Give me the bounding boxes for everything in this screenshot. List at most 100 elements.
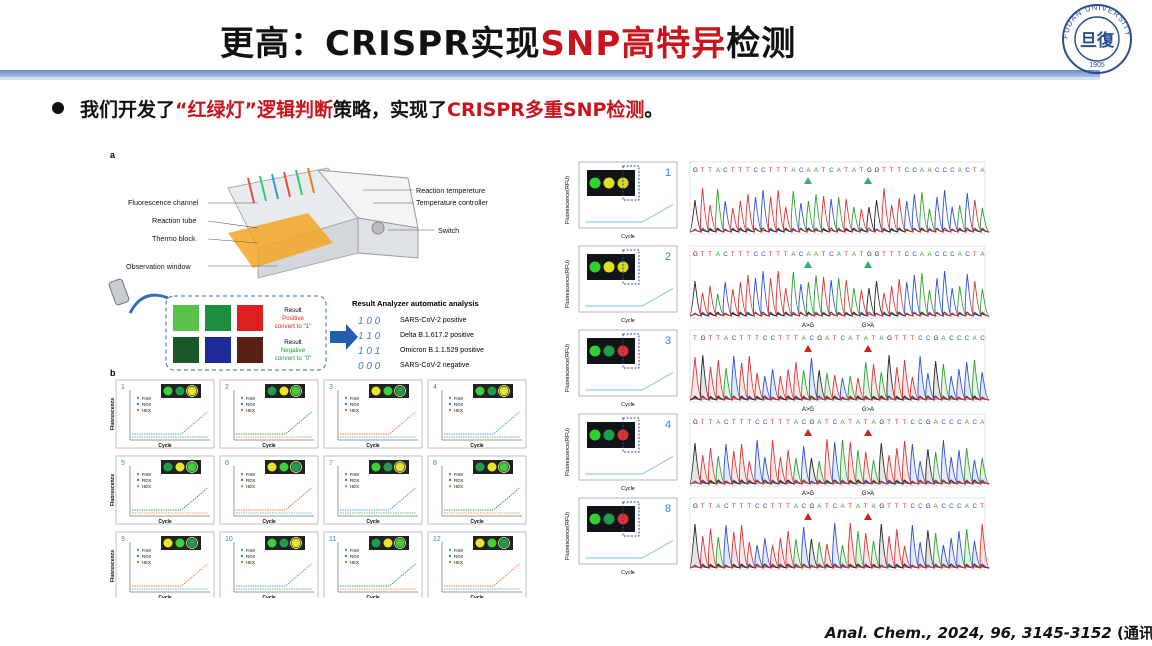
amp-xlabel: Cycle (470, 519, 484, 525)
base-letter: C (802, 419, 807, 426)
base-letter: A (934, 503, 939, 510)
base-letter: A (941, 335, 946, 342)
base-letter: T (844, 251, 848, 258)
base-letter: A (817, 503, 822, 510)
base-letter: A (872, 503, 877, 510)
rfu-xlabel: Cycle (621, 570, 635, 576)
base-letter: C (950, 167, 955, 174)
amp-panel-number: 10 (225, 536, 233, 543)
base-letter: T (897, 251, 901, 258)
base-letter: C (949, 335, 954, 342)
legend-item: ROX (350, 478, 359, 483)
base-letter: T (903, 503, 907, 510)
snp-marker-icon (804, 513, 812, 520)
base-letter: G (875, 167, 880, 174)
base-letter: A (856, 419, 861, 426)
base-letter: T (910, 335, 914, 342)
base-letter: C (763, 419, 768, 426)
legend-item: HEX (350, 408, 359, 413)
logo-year: 1905 (1089, 62, 1105, 69)
base-letter: G (879, 419, 884, 426)
base-letter: A (980, 167, 985, 174)
amp-panel-number: 12 (433, 536, 441, 543)
label-observation-window: Observation window (126, 262, 192, 271)
base-letter: C (918, 503, 923, 510)
base-letter: C (771, 335, 776, 342)
base-letter: T (903, 335, 907, 342)
base-letter: T (856, 335, 860, 342)
base-letter: A (965, 503, 970, 510)
row-number: 8 (665, 503, 671, 515)
base-letter: C (980, 335, 985, 342)
rfu-ylabel: Fluorescence(RFU) (565, 512, 571, 560)
legend-item: ROX (142, 554, 151, 559)
legend-item: ROX (454, 554, 463, 559)
base-letter: A (814, 251, 819, 258)
base-letter: C (972, 419, 977, 426)
snp-marker-icon (864, 177, 872, 184)
base-letter: C (957, 335, 962, 342)
base-letter: A (856, 503, 861, 510)
mutation-label: G>A (862, 491, 874, 497)
negative-word: Negative (281, 347, 306, 354)
base-letter: T (746, 251, 750, 258)
base-letter: T (693, 335, 697, 342)
base-letter: T (708, 251, 712, 258)
legend-item: FAM (246, 548, 255, 553)
base-letter: G (693, 167, 698, 174)
rfu-xlabel: Cycle (621, 486, 635, 492)
rfu-xlabel: Cycle (621, 402, 635, 408)
base-letter: T (833, 335, 837, 342)
base-letter: A (841, 503, 846, 510)
base-letter: A (794, 419, 799, 426)
base-letter: T (903, 419, 907, 426)
base-letter: T (784, 251, 788, 258)
base-letter: T (859, 251, 863, 258)
legend-item: HEX (350, 560, 359, 565)
base-letter: A (972, 335, 977, 342)
base-letter: A (920, 251, 925, 258)
chromatogram (689, 161, 986, 235)
base-letter: C (912, 251, 917, 258)
row-number: 3 (665, 335, 671, 347)
amp-panel-number: 6 (225, 460, 229, 467)
base-letter: T (709, 419, 713, 426)
base-letter: G (809, 419, 814, 426)
base-letter: C (943, 251, 948, 258)
trace-C (689, 189, 990, 233)
base-letter: T (732, 503, 736, 510)
base-letter: C (957, 503, 962, 510)
base-letter: C (926, 335, 931, 342)
legend-item: HEX (246, 560, 255, 565)
base-letter: C (799, 167, 804, 174)
base-letter: C (912, 167, 917, 174)
label-thermo-block: Thermo block (152, 234, 196, 243)
base-letter: C (732, 335, 737, 342)
rfu-ylabel: Fluorescence(RFU) (565, 260, 571, 308)
capture-arrow (128, 293, 169, 314)
snp-marker-icon (804, 177, 812, 184)
base-letter: A (872, 419, 877, 426)
base-letter: A (980, 419, 985, 426)
legend-item: FAM (454, 396, 463, 401)
base-letter: T (738, 167, 742, 174)
base-letter: T (701, 251, 705, 258)
amp-xlabel: Cycle (158, 595, 172, 598)
base-letter: T (825, 419, 829, 426)
code-label-2: Delta B.1.617.2 positive (400, 332, 474, 339)
base-letter: C (965, 251, 970, 258)
code-2: 1 1 0 (358, 331, 381, 342)
amp-ylabel: Fluorescence (110, 398, 116, 430)
base-letter: T (882, 251, 886, 258)
base-letter: T (709, 503, 713, 510)
legend-item: ROX (350, 402, 359, 407)
base-letter: A (852, 167, 857, 174)
base-letter: A (791, 251, 796, 258)
